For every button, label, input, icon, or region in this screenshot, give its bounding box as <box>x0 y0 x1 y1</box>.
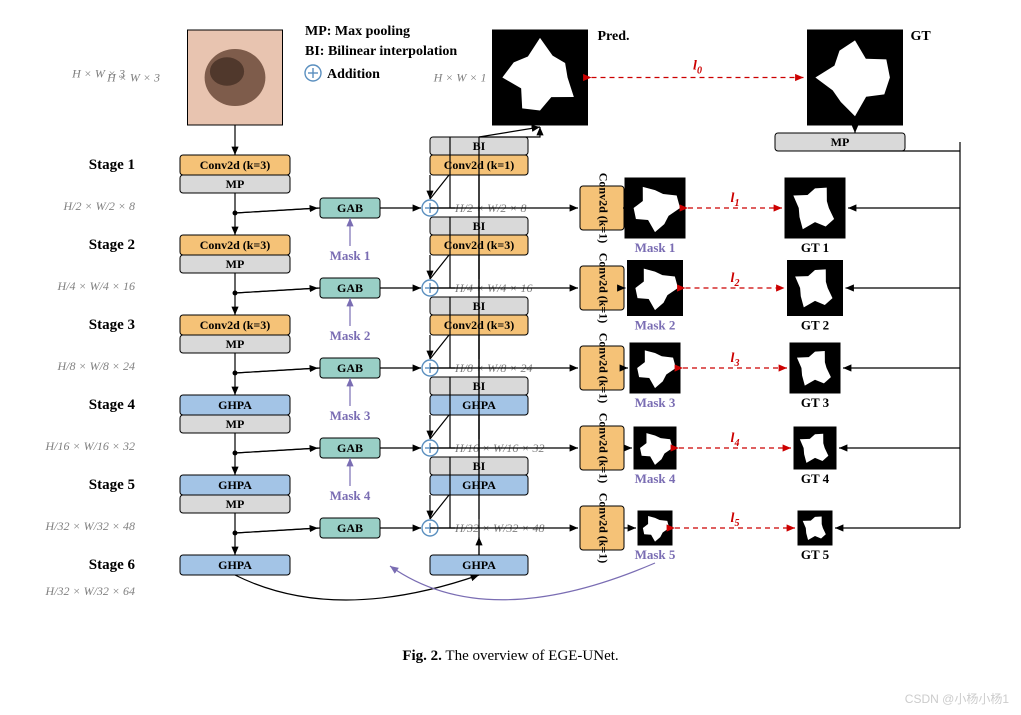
loss-3: l3 <box>731 351 740 369</box>
gt-mask-label-3: GT 3 <box>801 395 830 410</box>
input-dim: H × W × 3 <box>106 71 160 85</box>
encoder-mp-5-label: MP <box>226 497 245 511</box>
figure-caption: Fig. 2. The overview of EGE-UNet. <box>402 648 618 664</box>
encoder-op-2-label: Conv2d (k=3) <box>200 238 271 252</box>
encoder-mp-2-label: MP <box>226 257 245 271</box>
loss-4: l4 <box>731 431 740 449</box>
stage-label-4: Stage 4 <box>89 397 136 413</box>
legend-add: Addition <box>327 67 380 82</box>
stage-label-3: Stage 3 <box>89 317 135 333</box>
loss-1: l1 <box>731 191 740 209</box>
pred-dim: H × W × 1 <box>433 71 487 85</box>
encoder-mp-4-label: MP <box>226 417 245 431</box>
stage-label-6: Stage 6 <box>89 557 136 573</box>
gt-mask-label-1: GT 1 <box>801 240 829 255</box>
gt-mask-label-5: GT 5 <box>801 547 830 562</box>
enc-dim-1: H/2 × W/2 × 8 <box>62 199 135 213</box>
gab-mask-label-4: Mask 4 <box>330 488 371 503</box>
encoder-mp-3-label: MP <box>226 337 245 351</box>
svg-text:Conv2d (k=1): Conv2d (k=1) <box>596 333 610 404</box>
loss-5: l5 <box>731 511 740 529</box>
stage-label-5: Stage 5 <box>89 477 135 493</box>
loss-2: l2 <box>731 271 740 289</box>
gab-5-label: GAB <box>337 521 363 535</box>
gab-mask-label-3: Mask 3 <box>330 408 371 423</box>
watermark: CSDN @小杨小杨1 <box>905 691 1010 706</box>
encoder-op-3-label: Conv2d (k=3) <box>200 318 271 332</box>
enc-dim-6: H/32 × W/32 × 64 <box>44 584 135 598</box>
gab-3-label: GAB <box>337 361 363 375</box>
mask-label-5: Mask 5 <box>635 547 676 562</box>
gab-2-label: GAB <box>337 281 363 295</box>
mask-label-4: Mask 4 <box>635 471 676 486</box>
gt-mask-label-2: GT 2 <box>801 318 829 333</box>
encoder-mp-1-label: MP <box>226 177 245 191</box>
mask-label-3: Mask 3 <box>635 395 676 410</box>
svg-text:Conv2d (k=1): Conv2d (k=1) <box>596 253 610 324</box>
gt-label: GT <box>911 29 932 44</box>
decoder-bottleneck-label: GHPA <box>462 558 496 572</box>
encoder-op-6-label: GHPA <box>218 558 252 572</box>
gab-mask-label-1: Mask 1 <box>330 248 371 263</box>
mask-label-2: Mask 2 <box>635 318 676 333</box>
gt-mp-label: MP <box>831 135 850 149</box>
loss-0: l0 <box>693 59 702 77</box>
legend-bi: BI: Bilinear interpolation <box>305 44 457 59</box>
stage-label-2: Stage 2 <box>89 237 135 253</box>
svg-text:Conv2d (k=1): Conv2d (k=1) <box>596 413 610 484</box>
enc-dim-5: H/32 × W/32 × 48 <box>44 519 135 533</box>
gab-mask-label-2: Mask 2 <box>330 328 371 343</box>
svg-text:Conv2d (k=1): Conv2d (k=1) <box>596 493 610 564</box>
stage-label-1: Stage 1 <box>89 157 135 173</box>
encoder-op-4-label: GHPA <box>218 398 252 412</box>
legend-mp: MP: Max pooling <box>305 24 410 39</box>
gab-4-label: GAB <box>337 441 363 455</box>
encoder-op-1-label: Conv2d (k=3) <box>200 158 271 172</box>
enc-dim-2: H/4 × W/4 × 16 <box>56 279 135 293</box>
mask-label-1: Mask 1 <box>635 240 676 255</box>
encoder-op-5-label: GHPA <box>218 478 252 492</box>
pred-label: Pred. <box>598 29 630 44</box>
gt-mask-label-4: GT 4 <box>801 471 830 486</box>
enc-dim-3: H/8 × W/8 × 24 <box>56 359 135 373</box>
enc-dim-4: H/16 × W/16 × 32 <box>44 439 135 453</box>
svg-text:Conv2d (k=1): Conv2d (k=1) <box>596 173 610 244</box>
gab-1-label: GAB <box>337 201 363 215</box>
